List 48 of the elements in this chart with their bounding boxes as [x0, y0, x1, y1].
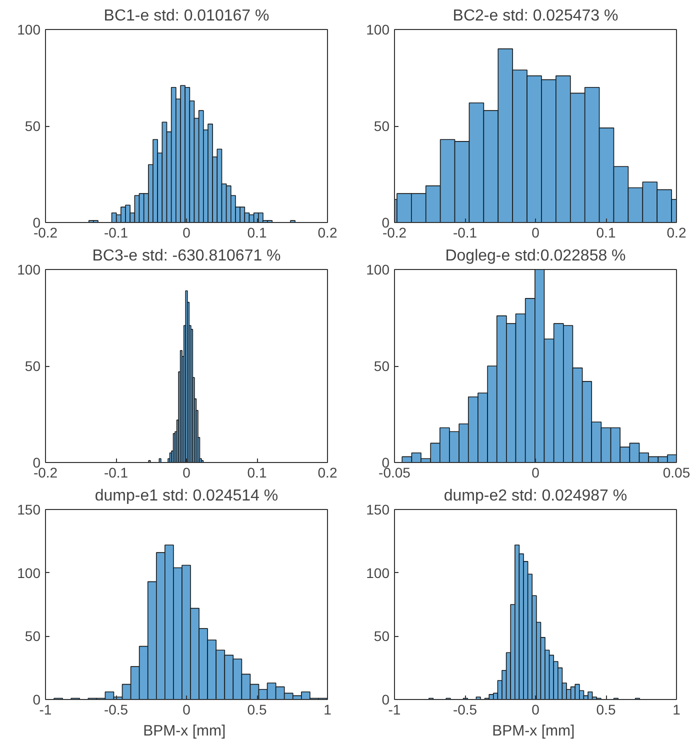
x-tick-label: 0 — [532, 464, 540, 480]
y-tick-label: 100 — [17, 564, 41, 581]
x-tick-label: 0.2 — [666, 224, 686, 240]
x-tick-label: 0.1 — [596, 224, 616, 240]
chart-title: BC3-e std: -630.810671 % — [92, 248, 281, 264]
x-tick-label: 0.2 — [318, 464, 338, 480]
x-tick-label: -0.1 — [104, 464, 128, 480]
x-tick-label: 0 — [182, 464, 191, 480]
x-tick-label: -0.5 — [452, 702, 478, 718]
y-tick-label: 100 — [17, 262, 41, 278]
x-tick-label: 0 — [532, 224, 540, 240]
x-tick-label: 1 — [324, 702, 332, 718]
y-tick-label: 50 — [374, 358, 390, 374]
x-tick-label: 0.05 — [662, 464, 690, 480]
x-tick-label: 0.1 — [247, 224, 267, 240]
x-tick-label: 0.1 — [247, 464, 267, 480]
chart-title: BC2-e std: 0.025473 % — [452, 8, 618, 24]
x-tick-label: -1 — [39, 702, 52, 718]
y-tick-label: 50 — [374, 628, 390, 644]
y-tick-label: 100 — [17, 22, 41, 38]
y-tick-label: 50 — [374, 118, 390, 134]
y-tick-label: 0 — [382, 692, 390, 708]
y-tick-label: 50 — [24, 628, 41, 644]
chart-title: BC1-e std: 0.010167 % — [104, 8, 270, 24]
x-tick-label: 0.5 — [247, 702, 267, 718]
y-tick-label: 100 — [366, 262, 390, 278]
y-tick-label: 100 — [366, 22, 390, 38]
x-axis-title: BPM-x [mm] — [143, 722, 226, 740]
x-tick-label: 0.2 — [318, 224, 338, 240]
chart-title: Dogleg-e std:0.022858 % — [445, 248, 626, 264]
x-tick-label: -0.1 — [452, 224, 478, 240]
y-tick-label: 100 — [366, 564, 390, 581]
y-tick-label: 150 — [366, 502, 390, 518]
x-tick-label: -0.5 — [104, 702, 128, 718]
x-tick-label: 0 — [182, 224, 191, 240]
y-tick-label: 150 — [17, 502, 41, 518]
y-tick-label: 50 — [24, 118, 41, 134]
x-tick-label: 0 — [182, 702, 191, 718]
chart-title: dump-e1 std: 0.024514 % — [94, 488, 278, 504]
x-tick-label: 1 — [672, 702, 681, 718]
y-tick-label: 0 — [32, 692, 41, 708]
x-tick-label: -0.1 — [104, 224, 128, 240]
x-tick-label: 0 — [532, 702, 540, 718]
x-tick-label: 0.5 — [596, 702, 616, 718]
chart-title: dump-e2 std: 0.024987 % — [444, 488, 628, 504]
x-tick-label: -1 — [388, 702, 401, 718]
x-axis-title: BPM-x [mm] — [492, 722, 575, 740]
y-tick-label: 50 — [24, 358, 41, 374]
